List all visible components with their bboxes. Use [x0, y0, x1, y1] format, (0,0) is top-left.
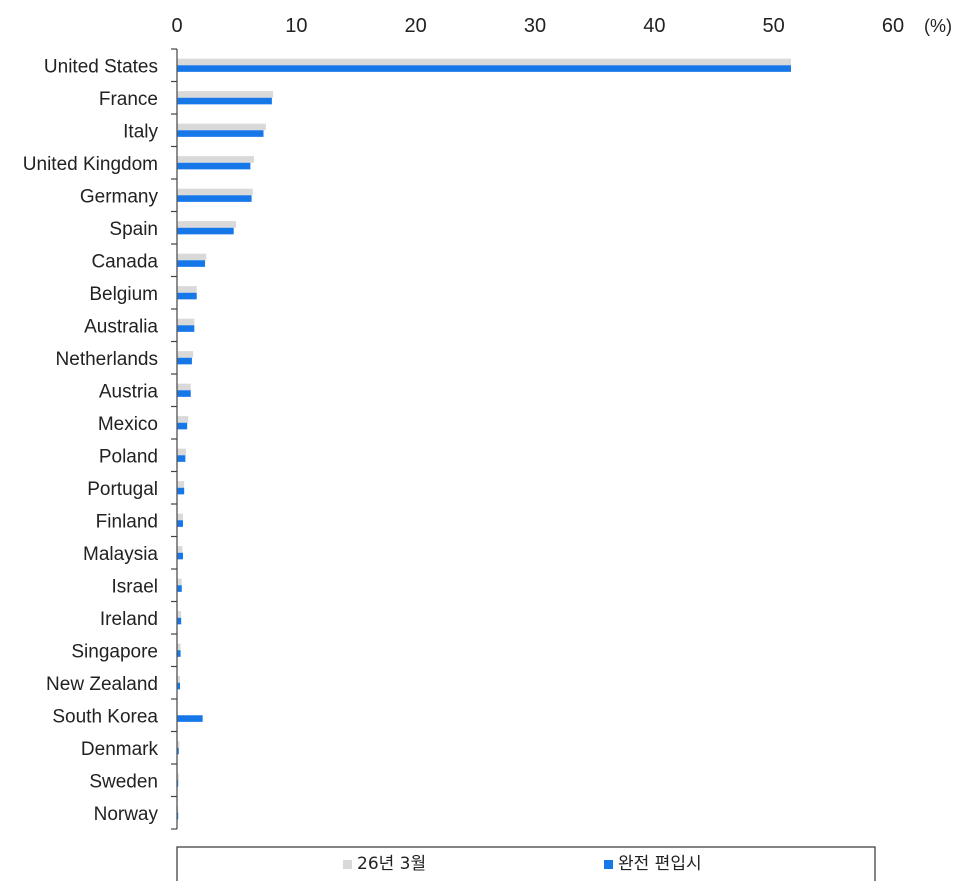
bar-full-inclusion [177, 487, 185, 495]
category-label: Singapore [71, 641, 158, 662]
bar-current [177, 773, 179, 781]
bar-current [177, 546, 183, 553]
bar-full-inclusion [177, 130, 264, 137]
category-label: Spain [109, 219, 158, 240]
category-label: Canada [91, 251, 158, 272]
bar-full-inclusion [177, 325, 195, 332]
x-tick-label: 10 [285, 15, 307, 37]
bar-current [177, 221, 237, 228]
bar-current [177, 58, 791, 66]
x-tick-label: 20 [405, 15, 427, 37]
bar-full-inclusion [177, 682, 180, 690]
category-label: Italy [123, 121, 158, 142]
bar-current [177, 286, 197, 293]
bar-full-inclusion [177, 455, 186, 462]
bar-full-inclusion [177, 390, 191, 397]
bar-current [177, 188, 253, 196]
bar-current [177, 156, 254, 163]
category-label: Israel [112, 576, 158, 597]
bar-full-inclusion [177, 520, 183, 527]
category-label: Mexico [98, 414, 158, 435]
bar-full-inclusion [177, 585, 182, 592]
category-label: United States [44, 56, 158, 77]
category-label: New Zealand [46, 674, 158, 695]
x-tick-label: 50 [763, 15, 785, 37]
bar-full-inclusion [177, 292, 197, 300]
bar-full-inclusion [177, 422, 188, 430]
bar-full-inclusion [177, 97, 272, 105]
category-label: Poland [99, 446, 158, 467]
category-label: Ireland [100, 609, 158, 630]
bar-current [177, 123, 266, 131]
category-label: Portugal [87, 479, 158, 500]
category-label: Finland [96, 511, 158, 532]
y-axis-ticks [171, 48, 177, 830]
category-label: Malaysia [83, 544, 158, 565]
category-label: Australia [84, 316, 158, 337]
bar-current [177, 611, 182, 618]
bar-current [177, 351, 194, 358]
bar-full-inclusion [177, 650, 181, 657]
bar-full-inclusion [177, 812, 179, 820]
bar-current [177, 416, 189, 423]
bar-current [177, 676, 180, 683]
legend-swatch [343, 860, 352, 869]
category-label: Netherlands [56, 349, 158, 370]
x-tick-label: 60 [882, 15, 904, 37]
category-label: Sweden [89, 771, 158, 792]
category-label: Belgium [89, 284, 158, 305]
legend-label: 완전 편입시 [618, 854, 702, 874]
category-label: United Kingdom [23, 154, 158, 175]
bar-current [177, 643, 181, 651]
category-label: Austria [99, 381, 159, 402]
category-label: France [99, 89, 158, 110]
bars [177, 58, 791, 820]
category-label: Germany [80, 186, 159, 207]
legend-label: 26년 3월 [357, 854, 426, 874]
bar-current [177, 513, 183, 521]
bar-current [177, 481, 185, 488]
bar-full-inclusion [177, 227, 234, 235]
bar-current [177, 741, 180, 748]
category-label: Denmark [81, 739, 159, 760]
category-label: Norway [94, 804, 159, 825]
x-axis-ticks: 0 10 20 30 40 50 60 [171, 15, 904, 37]
bar-full-inclusion [177, 195, 252, 202]
x-tick-label: 0 [171, 15, 182, 37]
bar-full-inclusion [177, 260, 206, 267]
legend: 26년 3월 완전 편입시 [176, 846, 876, 881]
category-label: South Korea [52, 706, 158, 727]
bar-current [177, 383, 191, 391]
legend-swatch [604, 860, 613, 869]
bar-current [177, 578, 182, 586]
bar-current [177, 806, 179, 813]
x-axis-unit: (%) [924, 16, 952, 36]
x-tick-label: 40 [643, 15, 665, 37]
bar-full-inclusion [177, 65, 791, 72]
bar-current [177, 91, 274, 98]
bar-current [177, 448, 186, 456]
bar-full-inclusion [177, 747, 179, 755]
bar-full-inclusion [177, 780, 179, 787]
x-tick-label: 30 [524, 15, 546, 37]
legend-box [176, 846, 876, 881]
bar-full-inclusion [177, 715, 203, 722]
bar-current [177, 318, 195, 326]
bar-full-inclusion [177, 357, 192, 365]
bar-full-inclusion [177, 617, 182, 625]
bar-full-inclusion [177, 552, 183, 560]
category-labels: United States France Italy United Kingdom Ge… [23, 56, 159, 825]
bar-current [177, 253, 207, 261]
bar-full-inclusion [177, 162, 251, 170]
